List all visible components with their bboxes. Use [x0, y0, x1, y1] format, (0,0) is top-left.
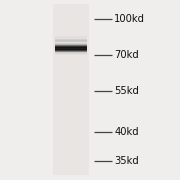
Bar [55, 42, 87, 43]
Bar [55, 54, 87, 55]
Bar [55, 53, 87, 54]
Bar [55, 36, 87, 37]
Bar [55, 40, 87, 41]
Bar [55, 34, 87, 35]
Bar [55, 33, 87, 34]
Bar [55, 51, 87, 52]
Bar [55, 45, 87, 46]
Bar [55, 49, 87, 50]
Bar [55, 34, 87, 35]
Bar [53, 4, 89, 175]
Bar [55, 42, 87, 43]
Bar [55, 47, 87, 48]
Bar [55, 35, 87, 36]
Text: 35kd: 35kd [114, 156, 139, 166]
Bar [55, 38, 87, 39]
Bar [55, 45, 87, 46]
Text: 100kd: 100kd [114, 14, 145, 24]
Bar [55, 39, 87, 40]
Bar [55, 41, 87, 42]
Bar [55, 48, 87, 49]
Text: 40kd: 40kd [114, 127, 139, 137]
Bar [55, 47, 87, 48]
Bar [55, 49, 87, 50]
Bar [55, 37, 87, 38]
Bar [55, 46, 87, 47]
Bar [55, 35, 87, 36]
Bar [55, 54, 87, 55]
Bar [55, 43, 87, 44]
Bar [55, 52, 87, 53]
Bar [55, 46, 87, 47]
Bar [55, 50, 87, 51]
Bar [55, 39, 87, 40]
Bar [55, 33, 87, 34]
Bar [55, 52, 87, 53]
Bar [55, 36, 87, 37]
Bar [55, 44, 87, 45]
Bar [55, 44, 87, 45]
Text: 55kd: 55kd [114, 86, 139, 96]
Bar [55, 50, 87, 51]
Bar [55, 51, 87, 52]
Text: 70kd: 70kd [114, 50, 139, 60]
